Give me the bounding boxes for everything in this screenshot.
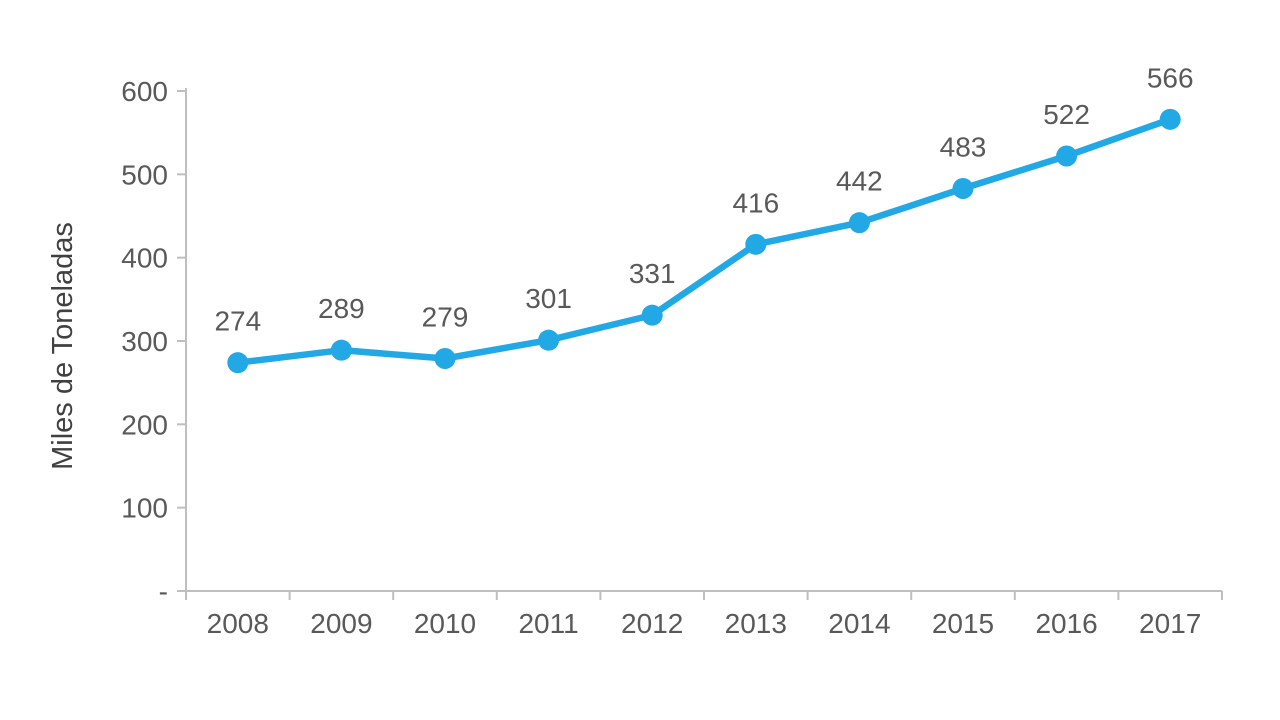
data-label-2011: 301 — [525, 283, 572, 314]
data-label-2010: 279 — [422, 302, 469, 333]
y-tick-label: - — [159, 576, 168, 607]
data-point-2012 — [641, 304, 663, 326]
data-point-2013 — [745, 233, 767, 255]
x-tick-label: 2017 — [1139, 608, 1201, 639]
data-label-2008: 274 — [214, 306, 261, 337]
x-tick-label: 2011 — [518, 608, 578, 639]
data-point-2016 — [1056, 145, 1078, 167]
data-label-2017: 566 — [1147, 62, 1194, 93]
x-tick-label: 2013 — [725, 608, 787, 639]
x-tick-label: 2015 — [932, 608, 994, 639]
data-label-2013: 416 — [732, 187, 779, 218]
x-tick-label: 2012 — [621, 608, 683, 639]
data-point-2017 — [1159, 108, 1181, 130]
data-point-2008 — [227, 352, 249, 374]
data-point-2011 — [538, 329, 560, 351]
data-label-2016: 522 — [1043, 99, 1090, 130]
y-tick-label: 500 — [121, 159, 168, 190]
data-label-2014: 442 — [836, 166, 883, 197]
data-point-2015 — [952, 178, 974, 199]
series-line — [234, 116, 1174, 366]
data-point-2010 — [434, 348, 456, 369]
x-tick-label: 2016 — [1035, 608, 1097, 639]
y-tick-label: 100 — [121, 493, 168, 524]
x-tick-label: 2009 — [310, 608, 372, 639]
data-point-2009 — [330, 339, 352, 361]
data-label-2015: 483 — [940, 132, 987, 163]
y-tick-label: 200 — [121, 409, 168, 440]
data-point-2014 — [848, 212, 870, 234]
y-axis-title: Miles de Toneladas — [47, 222, 79, 470]
data-label-2012: 331 — [629, 258, 676, 289]
y-tick-label: 300 — [121, 326, 168, 357]
y-tick-label: 400 — [121, 243, 168, 274]
data-label-2009: 289 — [318, 293, 365, 324]
x-tick-label: 2010 — [414, 608, 476, 639]
x-tick-label: 2014 — [828, 608, 890, 639]
x-tick-label: 2008 — [207, 608, 269, 639]
y-tick-label: 600 — [121, 76, 168, 107]
